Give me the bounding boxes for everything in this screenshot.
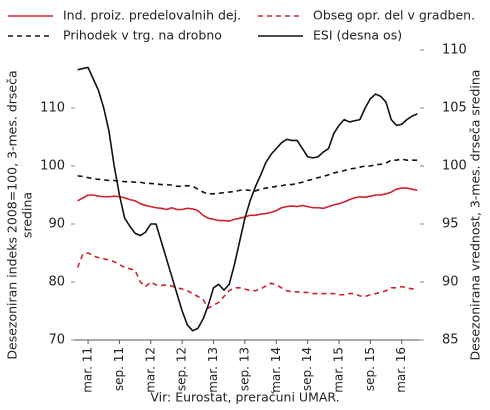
x-tick-label: mar. 13 (206, 347, 220, 393)
x-tick-label: sep. 11 (112, 347, 126, 391)
y-axis-title: Desezoniran indeks 2008=100, 3-mes. drse… (5, 70, 20, 359)
y-tick-label: 100 (40, 159, 65, 174)
y2-tick-label: 95 (442, 217, 459, 232)
y2-tick-label: 85 (442, 333, 459, 348)
x-tick-label: sep. 13 (237, 347, 251, 391)
y2-tick-label: 105 (442, 101, 467, 116)
y-tick-label: 110 (40, 101, 65, 116)
legend-label: Ind. proiz. predelovalnih dej. (63, 8, 241, 23)
series-line (77, 187, 418, 222)
x-tick-label: sep. 15 (363, 347, 377, 391)
x-tick-label: mar. 16 (394, 347, 408, 393)
legend-label: Obseg opr. del v gradben. (313, 8, 475, 23)
x-tick-label: mar. 11 (81, 347, 95, 393)
y2-tick-label: 90 (442, 275, 459, 290)
series-line (76, 252, 418, 309)
y2-tick-label: 100 (442, 159, 467, 174)
series-line (77, 158, 418, 195)
y-tick-label: 70 (48, 333, 65, 348)
y-axis-title: sredina (20, 192, 35, 238)
source: Vir: Eurostat, preračuni UMAR. (150, 390, 339, 405)
x-tick-label: sep. 12 (175, 347, 189, 391)
series-line (77, 66, 418, 332)
y2-axis-title: Desezonirana vrednost, 3-mes. drseča sre… (468, 70, 483, 361)
x-tick-label: mar. 14 (269, 347, 283, 393)
y-tick-label: 90 (48, 217, 65, 232)
legend-label: ESI (desna os) (313, 28, 402, 43)
x-tick-label: sep. 14 (300, 347, 314, 391)
y-tick-label: 80 (48, 275, 65, 290)
x-tick-label: mar. 15 (331, 347, 345, 393)
x-tick-label: mar. 12 (143, 347, 157, 393)
y2-tick-label: 110 (442, 43, 467, 58)
legend-label: Prihodek v trg. na drobno (63, 28, 222, 43)
